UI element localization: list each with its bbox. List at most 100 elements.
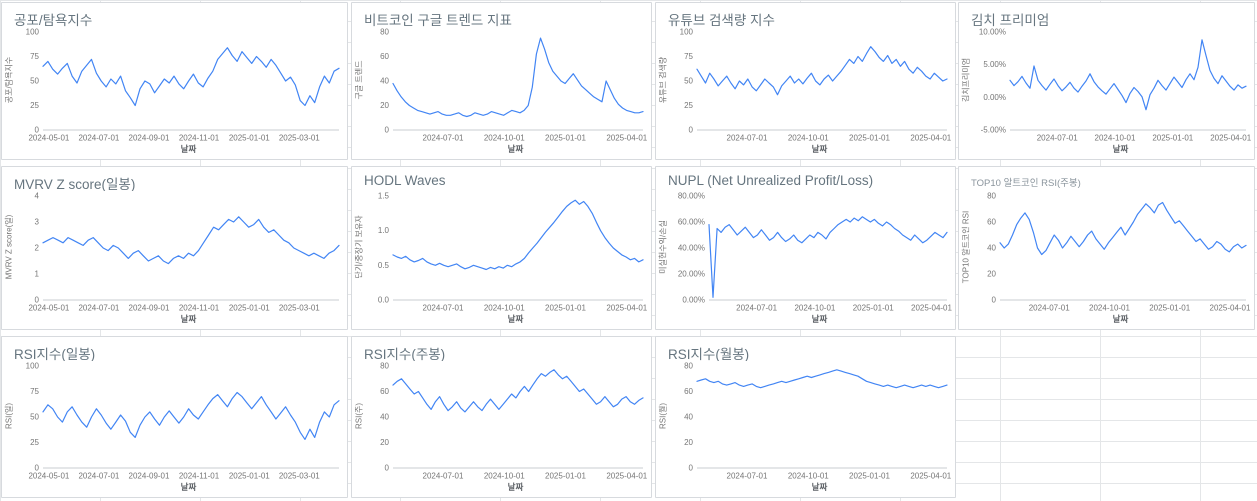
chart-nupl[interactable]: NUPL (Net Unrealized Profit/Loss) 미실현수익/… xyxy=(655,166,956,330)
svg-text:50: 50 xyxy=(30,413,39,422)
svg-text:0: 0 xyxy=(385,126,390,135)
svg-text:80: 80 xyxy=(987,192,996,201)
svg-text:2025-04-01: 2025-04-01 xyxy=(910,134,951,143)
svg-text:40: 40 xyxy=(684,413,693,422)
svg-text:2025-01-01: 2025-01-01 xyxy=(545,304,586,313)
svg-text:2025-01-01: 2025-01-01 xyxy=(853,304,894,313)
svg-text:5.00%: 5.00% xyxy=(983,60,1006,69)
chart-title: MVRV Z score(일봉) xyxy=(14,177,136,191)
chart-fear-greed-index[interactable]: 공포/탐욕지수 공포/탐욕지수 0 25 50 75 100 2024-05-01 2024… xyxy=(1,2,348,160)
chart-title: RSI지수(주봉) xyxy=(364,347,446,361)
chart-title: NUPL (Net Unrealized Profit/Loss) xyxy=(668,173,874,188)
svg-text:60.00%: 60.00% xyxy=(678,218,705,227)
svg-text:2025-04-01: 2025-04-01 xyxy=(1210,134,1251,143)
line-plot: 0.00% 20.00% 40.00% 60.00% 80.00% 2024-07-01 2… xyxy=(678,192,953,313)
svg-text:2025-04-01: 2025-04-01 xyxy=(606,134,647,143)
y-axis-label: 공포/탐욕지수 xyxy=(4,57,13,104)
svg-text:20: 20 xyxy=(380,438,389,447)
y-axis-label: MVRV Z score(일) xyxy=(4,214,13,280)
svg-text:40: 40 xyxy=(987,244,996,253)
svg-text:2025-04-01: 2025-04-01 xyxy=(1210,304,1251,313)
svg-text:2024-07-01: 2024-07-01 xyxy=(727,134,768,143)
svg-text:2024-10-01: 2024-10-01 xyxy=(788,472,829,481)
svg-text:2024-07-01: 2024-07-01 xyxy=(1029,304,1070,313)
svg-text:2025-01-01: 2025-01-01 xyxy=(1152,134,1193,143)
svg-text:50: 50 xyxy=(30,77,39,86)
x-axis-label: 날짜 xyxy=(180,482,197,492)
chart-title: RSI지수(월봉) xyxy=(668,347,750,361)
svg-text:0: 0 xyxy=(35,296,40,305)
svg-text:2024-07-01: 2024-07-01 xyxy=(78,472,119,481)
svg-text:80: 80 xyxy=(380,362,389,371)
line-plot: 0.0 0.5 1.0 1.5 2024-07-01 2024-10-01 2025-01-… xyxy=(378,192,648,313)
svg-text:80: 80 xyxy=(684,362,693,371)
svg-text:100: 100 xyxy=(26,362,40,371)
svg-text:2024-11-01: 2024-11-01 xyxy=(179,472,220,481)
svg-text:2024-07-01: 2024-07-01 xyxy=(423,134,464,143)
svg-text:2024-09-01: 2024-09-01 xyxy=(129,134,170,143)
svg-text:2024-10-01: 2024-10-01 xyxy=(484,134,525,143)
y-axis-label: 단기/중장기 보유자 xyxy=(354,215,363,279)
svg-text:20: 20 xyxy=(380,101,389,110)
svg-text:2024-07-01: 2024-07-01 xyxy=(78,134,119,143)
svg-text:75: 75 xyxy=(30,52,39,61)
svg-text:2024-10-01: 2024-10-01 xyxy=(788,134,829,143)
y-axis-label: TOP10 알트코인 RSI xyxy=(961,210,970,284)
y-axis-label: RSI(주) xyxy=(354,403,363,430)
svg-text:2: 2 xyxy=(35,244,40,253)
chart-title: 공포/탐욕지수 xyxy=(14,13,93,27)
chart-title: TOP10 알트코인 RSI(주봉) xyxy=(971,178,1081,189)
svg-text:-5.00%: -5.00% xyxy=(981,126,1006,135)
svg-text:0: 0 xyxy=(385,464,390,473)
chart-title: 유튜브 검색량 지수 xyxy=(668,13,775,27)
chart-title: 비트코인 구글 트렌드 지표 xyxy=(364,13,512,27)
svg-text:2024-05-01: 2024-05-01 xyxy=(28,134,69,143)
svg-text:2025-01-01: 2025-01-01 xyxy=(849,134,890,143)
svg-text:75: 75 xyxy=(684,52,693,61)
line-plot: -5.00% 0.00% 5.00% 10.00% 2024-07-01 2024-10-… xyxy=(979,28,1252,143)
svg-text:2024-07-01: 2024-07-01 xyxy=(78,304,119,313)
svg-text:60: 60 xyxy=(380,387,389,396)
chart-kimchi-premium[interactable]: 김치 프리미엄 김치프리미엄 -5.00% 0.00% 5.00% 10.00% 202… xyxy=(958,2,1255,160)
svg-text:40: 40 xyxy=(380,77,389,86)
svg-text:75: 75 xyxy=(30,387,39,396)
svg-text:1.0: 1.0 xyxy=(378,226,390,235)
svg-text:2025-03-01: 2025-03-01 xyxy=(279,304,320,313)
svg-text:60: 60 xyxy=(380,52,389,61)
svg-text:0.5: 0.5 xyxy=(378,261,390,270)
svg-text:25: 25 xyxy=(30,438,39,447)
chart-hodl-waves[interactable]: HODL Waves 단기/중장기 보유자 0.0 0.5 1.0 1.5 2024-0… xyxy=(351,166,652,330)
svg-text:10.00%: 10.00% xyxy=(979,28,1006,37)
svg-text:2025-01-01: 2025-01-01 xyxy=(1149,304,1190,313)
line-plot: 0 1 2 3 4 2024-05-01 2024-07-01 2024-09-01 2024-… xyxy=(28,192,340,313)
svg-text:0: 0 xyxy=(35,126,40,135)
svg-text:25: 25 xyxy=(30,101,39,110)
y-axis-label: 김치프리미엄 xyxy=(961,58,970,103)
chart-title: 김치 프리미엄 xyxy=(971,13,1050,27)
svg-text:100: 100 xyxy=(26,28,40,37)
svg-text:50: 50 xyxy=(684,77,693,86)
chart-rsi-daily[interactable]: RSI지수(일봉) RSI(일) 0 25 50 75 100 2024-05-01 202… xyxy=(1,336,348,498)
svg-text:2024-11-01: 2024-11-01 xyxy=(179,134,220,143)
svg-text:2025-04-01: 2025-04-01 xyxy=(911,304,952,313)
line-plot: 0 25 50 75 100 2024-07-01 2024-10-01 2025-01-01… xyxy=(680,28,952,143)
svg-text:2024-07-01: 2024-07-01 xyxy=(423,472,464,481)
svg-text:2024-07-01: 2024-07-01 xyxy=(736,304,777,313)
chart-rsi-monthly[interactable]: RSI지수(월봉) RSI(월) 0 20 40 60 80 2024-07-01 2024… xyxy=(655,336,956,498)
chart-mvrv-z-score[interactable]: MVRV Z score(일봉) MVRV Z score(일) 0 1 2 3 4 20… xyxy=(1,166,348,330)
svg-text:1: 1 xyxy=(35,270,40,279)
svg-text:20: 20 xyxy=(684,438,693,447)
svg-text:80: 80 xyxy=(380,28,389,37)
svg-text:100: 100 xyxy=(680,28,694,37)
line-plot: 0 20 40 60 80 2024-07-01 2024-10-01 2025-01-01 2… xyxy=(987,192,1251,313)
chart-bitcoin-google-trends[interactable]: 비트코인 구글 트렌드 지표 구글 트렌드 0 20 40 60 80 2024-07-0… xyxy=(351,2,652,160)
chart-youtube-search-volume[interactable]: 유튜브 검색량 지수 유튜브 검색량 0 25 50 75 100 2024-07-01 2… xyxy=(655,2,956,160)
chart-top10-altcoin-rsi[interactable]: TOP10 알트코인 RSI(주봉) TOP10 알트코인 RSI 0 20 40 6… xyxy=(958,166,1255,330)
x-axis-label: 날짜 xyxy=(811,482,828,492)
chart-title: RSI지수(일봉) xyxy=(14,347,96,361)
x-axis-label: 날짜 xyxy=(180,144,197,154)
svg-text:2025-01-01: 2025-01-01 xyxy=(229,134,270,143)
svg-text:1.5: 1.5 xyxy=(378,192,390,201)
chart-rsi-weekly[interactable]: RSI지수(주봉) RSI(주) 0 20 40 60 80 2024-07-01 2024… xyxy=(351,336,652,498)
svg-text:2024-09-01: 2024-09-01 xyxy=(129,304,170,313)
